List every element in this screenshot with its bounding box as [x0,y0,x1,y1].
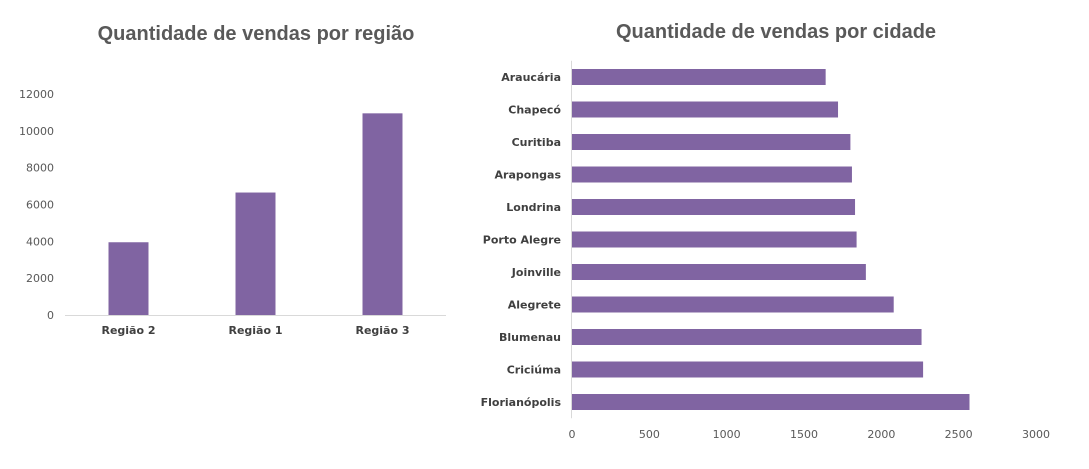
region-bar [362,113,403,316]
city-bar [572,101,839,118]
city-category-label: Florianópolis [481,396,562,409]
region-y-tick-label: 4000 [26,235,54,248]
city-category-label: Curitiba [512,136,561,149]
region-chart-svg: Quantidade de vendas por região 0 2000 400… [19,23,446,337]
chart-region-sales: Quantidade de vendas por região 0 2000 400… [0,0,480,469]
city-category-label: Araucária [501,71,561,84]
city-bar [572,394,970,410]
city-x-tick-label: 2500 [945,428,973,441]
city-bar [572,296,894,313]
region-category-label: Região 1 [228,324,282,337]
city-chart-bars [572,69,970,410]
region-y-tick-label: 6000 [26,199,54,212]
region-category-label: Região 2 [101,324,155,337]
city-category-label: Alegrete [508,299,561,312]
city-category-label: Arapongas [495,169,562,182]
city-category-label: Porto Alegre [483,234,561,247]
city-bar [572,166,852,183]
city-bar [572,361,924,378]
city-category-label: Criciúma [507,364,561,377]
city-category-label: Joinville [511,266,561,279]
city-x-tick-label: 3000 [1022,428,1050,441]
city-bar [572,69,826,85]
city-chart-title: Quantidade de vendas por cidade [616,21,936,43]
region-category-label: Região 3 [355,324,409,337]
region-chart-bars [108,113,403,316]
city-bar [572,199,856,215]
region-bar [235,192,276,315]
city-category-label: Blumenau [499,331,561,344]
region-y-tick-label: 0 [47,309,54,322]
city-bar [572,264,866,280]
city-x-tick-label: 1000 [713,428,741,441]
region-y-tick-label: 8000 [26,162,54,175]
region-y-tick-label: 10000 [19,125,54,138]
region-chart-title: Quantidade de vendas por região [98,23,415,45]
city-x-tick-label: 2000 [867,428,895,441]
city-x-tick-label: 1500 [790,428,818,441]
region-y-tick-label: 2000 [26,272,54,285]
city-chart-axes: Araucária Chapecó Curitiba Arapongas Londrin… [481,60,1050,441]
city-chart-svg: Quantidade de vendas por cidade Araucári… [481,21,1050,441]
city-bar [572,134,851,150]
region-bar [108,242,149,315]
region-y-tick-label: 12000 [19,88,54,101]
city-x-tick-label: 500 [639,428,660,441]
chart-city-sales: Quantidade de vendas por cidade Araucári… [480,0,1089,469]
city-category-label: Londrina [506,201,561,214]
city-x-tick-label: 0 [569,428,576,441]
city-bar [572,231,857,248]
region-chart-axes: 0 2000 4000 6000 8000 10000 12000 Região 2 Regiã… [19,88,446,337]
city-bar [572,329,922,345]
city-category-label: Chapecó [508,104,561,117]
